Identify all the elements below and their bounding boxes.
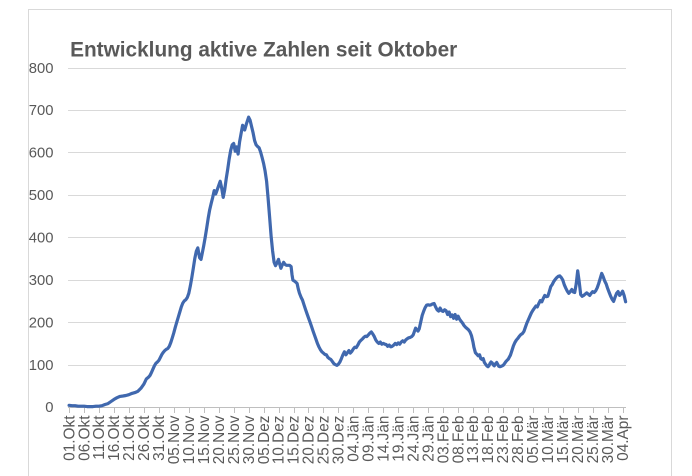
svg-text:15.Nov: 15.Nov	[196, 415, 213, 464]
svg-text:30.Nov: 30.Nov	[241, 415, 258, 464]
svg-text:25.Dez: 25.Dez	[316, 416, 333, 465]
svg-text:23.Feb: 23.Feb	[495, 416, 512, 464]
svg-text:15.Mär: 15.Mär	[555, 416, 572, 464]
svg-text:30.Dez: 30.Dez	[331, 416, 348, 465]
svg-text:09.Jän: 09.Jän	[361, 416, 378, 462]
svg-text:06.Okt: 06.Okt	[76, 415, 93, 461]
svg-text:300: 300	[29, 273, 54, 289]
svg-text:03.Feb: 03.Feb	[435, 416, 452, 464]
svg-text:28.Feb: 28.Feb	[510, 416, 527, 464]
svg-text:04.Jän: 04.Jän	[346, 416, 363, 462]
svg-text:26.Okt: 26.Okt	[136, 415, 153, 461]
svg-text:20.Nov: 20.Nov	[211, 415, 228, 464]
svg-text:01.Okt: 01.Okt	[61, 415, 78, 461]
svg-text:100: 100	[29, 358, 54, 374]
svg-text:19.Jän: 19.Jän	[390, 416, 407, 462]
svg-text:31.Okt: 31.Okt	[151, 415, 168, 461]
svg-text:21.Okt: 21.Okt	[121, 415, 138, 461]
svg-text:200: 200	[29, 315, 54, 331]
svg-text:15.Dez: 15.Dez	[286, 416, 303, 465]
svg-text:25.Nov: 25.Nov	[226, 415, 243, 464]
svg-text:14.Jän: 14.Jän	[376, 416, 393, 462]
svg-text:600: 600	[29, 146, 54, 162]
svg-text:05.Mär: 05.Mär	[525, 416, 542, 464]
svg-text:30.Mär: 30.Mär	[600, 416, 617, 464]
svg-text:400: 400	[29, 231, 54, 247]
svg-text:Entwicklung aktive Zahlen seit: Entwicklung aktive Zahlen seit Oktober	[70, 39, 457, 62]
svg-text:0: 0	[45, 400, 53, 416]
svg-text:20.Mär: 20.Mär	[570, 416, 587, 464]
svg-text:500: 500	[29, 188, 54, 204]
svg-text:10.Mär: 10.Mär	[540, 416, 557, 464]
svg-text:29.Jän: 29.Jän	[420, 416, 437, 462]
svg-text:13.Feb: 13.Feb	[465, 416, 482, 464]
svg-text:10.Dez: 10.Dez	[271, 416, 288, 465]
svg-text:24.Jän: 24.Jän	[405, 416, 422, 462]
svg-text:04.Apr: 04.Apr	[615, 416, 632, 461]
svg-text:05.Nov: 05.Nov	[166, 415, 183, 464]
svg-text:10.Nov: 10.Nov	[181, 415, 198, 464]
svg-text:25.Mär: 25.Mär	[585, 416, 602, 464]
svg-text:08.Feb: 08.Feb	[450, 416, 467, 464]
svg-text:05.Dez: 05.Dez	[256, 416, 273, 465]
svg-text:20.Dez: 20.Dez	[301, 416, 318, 465]
svg-text:18.Feb: 18.Feb	[480, 416, 497, 464]
svg-text:11.Okt: 11.Okt	[91, 415, 108, 460]
svg-text:16.Okt: 16.Okt	[106, 415, 123, 461]
svg-text:800: 800	[29, 61, 54, 77]
svg-text:700: 700	[29, 103, 54, 119]
